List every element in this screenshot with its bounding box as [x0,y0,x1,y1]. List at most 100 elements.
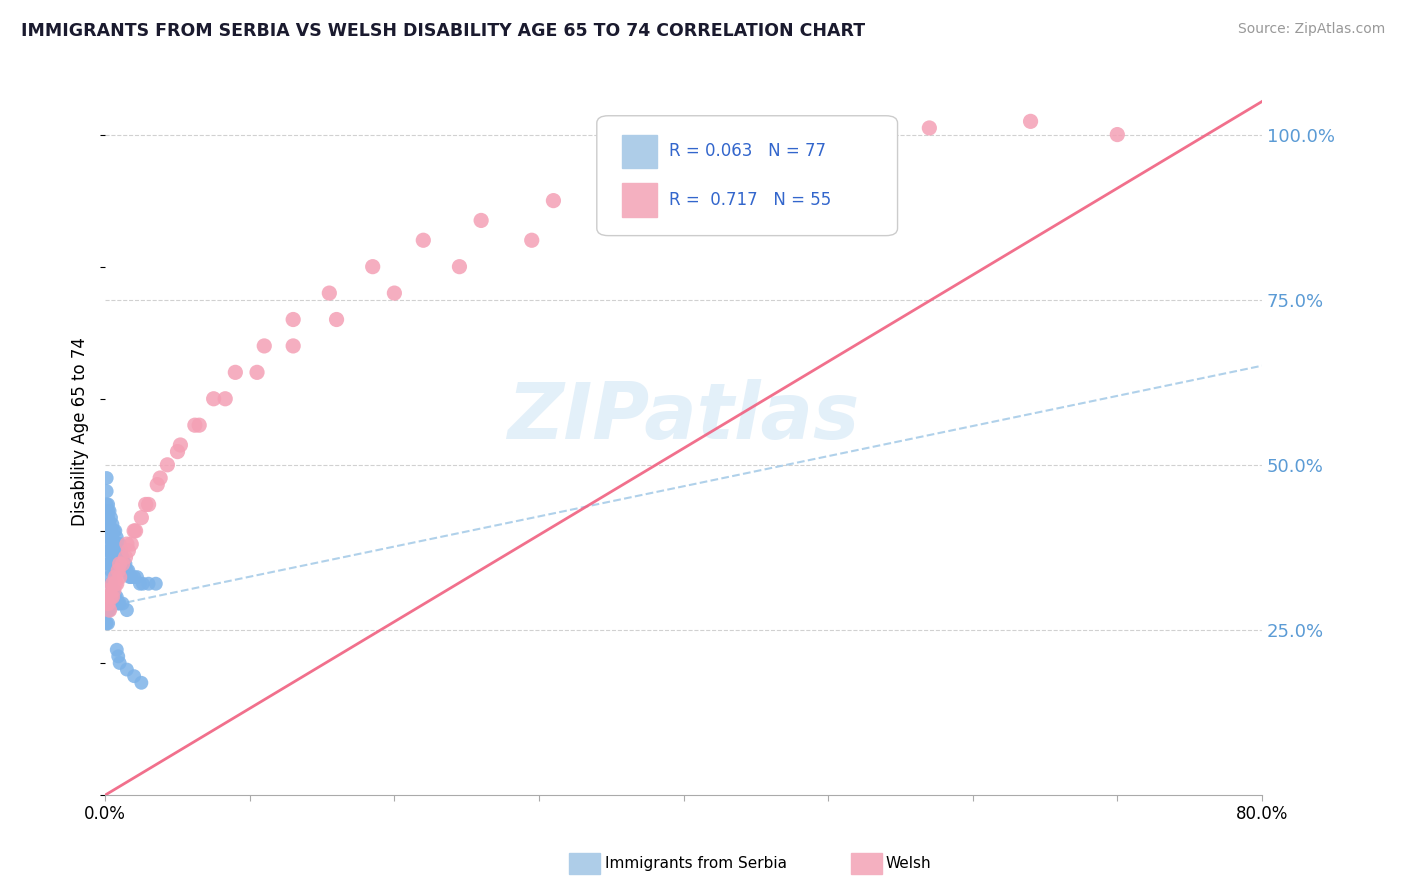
Point [122,524,145,538]
Point [97,531,120,545]
Point [101,543,124,558]
Point [124,524,146,538]
Point [214,392,236,406]
Point [470,213,492,227]
Point [146,477,169,491]
Point [135,498,157,512]
Point [98,557,121,571]
Point [107,537,129,551]
Point [97,498,120,512]
Point [98,603,121,617]
Point [97,504,120,518]
Point [97,603,120,617]
Point [105,642,128,657]
Point [110,543,132,558]
Point [98,543,121,558]
Point [122,570,145,584]
Point [98,504,121,518]
Point [103,550,125,565]
Point [224,365,246,379]
Text: Immigrants from Serbia: Immigrants from Serbia [605,856,786,871]
Point [101,576,124,591]
Point [100,590,122,604]
Point [100,524,122,538]
Point [103,583,125,598]
Point [131,675,153,690]
Point [100,537,122,551]
Point [101,531,124,545]
Point [129,576,152,591]
Point [101,557,124,571]
Point [100,510,122,524]
Text: R =  0.717   N = 55: R = 0.717 N = 55 [668,191,831,209]
Point [115,663,138,677]
Point [166,444,188,458]
Point [117,543,139,558]
Point [112,557,135,571]
Point [110,557,132,571]
Point [253,339,276,353]
Point [131,510,153,524]
Point [105,531,128,545]
Point [96,590,118,604]
Text: R = 0.063   N = 77: R = 0.063 N = 77 [668,143,825,161]
Point [107,597,129,611]
Point [100,550,122,565]
Point [105,543,128,558]
Point [104,590,127,604]
Point [716,153,738,168]
Point [105,576,128,591]
Point [125,570,148,584]
Point [104,537,127,551]
Point [98,517,121,532]
Point [96,524,118,538]
Point [628,174,651,188]
Point [97,557,120,571]
Point [283,339,305,353]
Point [98,531,121,545]
Point [361,260,384,274]
Point [120,570,142,584]
Point [98,570,121,584]
Point [117,564,139,578]
Point [104,550,127,565]
Point [543,194,565,208]
Point [97,517,120,532]
Point [169,438,191,452]
Point [107,564,129,578]
Text: IMMIGRANTS FROM SERBIA VS WELSH DISABILITY AGE 65 TO 74 CORRELATION CHART: IMMIGRANTS FROM SERBIA VS WELSH DISABILI… [21,22,865,40]
Text: Welsh: Welsh [886,856,931,871]
FancyBboxPatch shape [623,135,657,169]
Point [96,510,118,524]
Point [114,557,136,571]
Point [100,590,122,604]
Point [101,583,124,598]
Point [108,597,131,611]
Point [108,550,131,565]
Point [283,312,305,326]
Point [108,656,131,670]
Point [384,286,406,301]
Point [149,471,172,485]
FancyBboxPatch shape [623,183,657,217]
Point [115,603,138,617]
Point [156,458,179,472]
Point [104,576,127,591]
Point [115,537,138,551]
Point [600,207,623,221]
Point [104,524,127,538]
Point [122,669,145,683]
Point [918,120,941,135]
Point [108,570,131,584]
Point [111,557,134,571]
FancyBboxPatch shape [596,116,897,235]
Point [120,537,142,551]
Point [202,392,225,406]
Point [104,570,127,584]
Point [96,603,118,617]
Point [246,365,269,379]
Point [118,570,141,584]
Point [188,418,211,433]
Point [96,498,118,512]
Point [98,590,121,604]
